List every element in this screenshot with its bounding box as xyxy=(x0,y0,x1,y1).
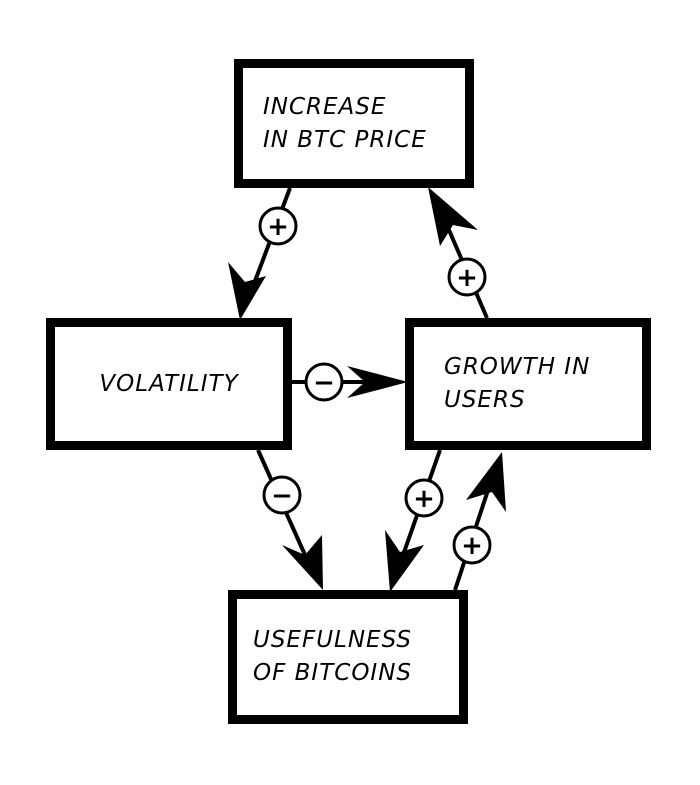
node-label: USEFULNESS OF BITCOINS xyxy=(253,627,413,686)
node-usefulness-of-bitcoins: USEFULNESS OF BITCOINS xyxy=(228,590,468,724)
node-label: VOLATILITY xyxy=(99,370,239,397)
sign-volatility-to-users: − xyxy=(313,368,335,398)
link-price-to-volatility: + xyxy=(228,187,298,320)
sign-users-to-price: + xyxy=(456,263,478,293)
link-users-to-usefulness: + xyxy=(385,449,444,592)
node-increase-in-btc-price: INCREASE IN BTC PRICE xyxy=(234,59,474,188)
sign-users-to-usefulness: + xyxy=(413,484,435,514)
node-growth-in-users: GROWTH IN USERS xyxy=(405,318,651,450)
link-volatility-to-usefulness: − xyxy=(256,449,323,590)
sign-usefulness-to-users: + xyxy=(461,531,483,561)
node-volatility: VOLATILITY xyxy=(46,318,292,450)
node-label: GROWTH IN USERS xyxy=(444,354,591,413)
link-usefulness-to-users: + xyxy=(452,452,506,591)
sign-volatility-to-usefulness: − xyxy=(271,481,293,511)
sign-price-to-volatility: + xyxy=(267,212,289,242)
link-users-to-price: + xyxy=(428,187,489,319)
node-label: INCREASE IN BTC PRICE xyxy=(263,93,427,153)
link-volatility-to-users: − xyxy=(292,362,408,402)
